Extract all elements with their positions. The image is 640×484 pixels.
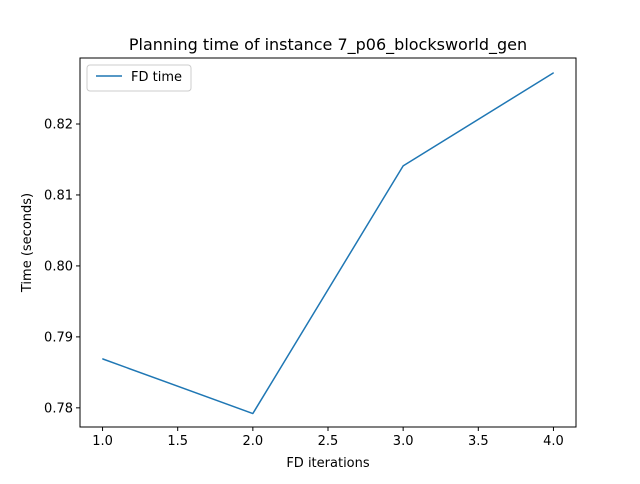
x-axis-ticks: 1.0 1.5 2.0 2.5 3.0 3.5 4.0 bbox=[92, 427, 564, 449]
data-point bbox=[552, 72, 554, 74]
y-axis-ticks: 0.78 0.79 0.80 0.81 0.82 bbox=[44, 117, 80, 416]
data-point bbox=[102, 358, 104, 360]
legend: FD time bbox=[86, 64, 192, 92]
series-layer bbox=[102, 72, 554, 415]
legend-label-fd-time: FD time bbox=[131, 70, 182, 85]
y-tick-label: 0.78 bbox=[44, 401, 73, 416]
legend-box bbox=[86, 64, 192, 92]
x-tick-label: 1.5 bbox=[167, 434, 188, 449]
x-tick-label: 3.0 bbox=[393, 434, 414, 449]
x-axis-label: FD iterations bbox=[286, 456, 370, 471]
x-tick-label: 2.5 bbox=[318, 434, 339, 449]
x-tick-label: 1.0 bbox=[92, 434, 113, 449]
y-tick-label: 0.81 bbox=[44, 188, 73, 203]
x-tick-label: 3.5 bbox=[468, 434, 489, 449]
data-point bbox=[402, 165, 404, 167]
plot-area-frame bbox=[79, 57, 577, 428]
data-point bbox=[252, 413, 254, 415]
x-tick-label: 2.0 bbox=[243, 434, 264, 449]
x-tick-label: 4.0 bbox=[543, 434, 564, 449]
y-tick-label: 0.82 bbox=[44, 117, 73, 132]
series-line-fd-time bbox=[102, 72, 554, 415]
y-axis-label: Time (seconds) bbox=[20, 193, 35, 293]
y-tick-label: 0.79 bbox=[44, 330, 73, 345]
y-tick-label: 0.80 bbox=[44, 259, 73, 274]
chart-title: Planning time of instance 7_p06_blockswo… bbox=[129, 35, 527, 55]
